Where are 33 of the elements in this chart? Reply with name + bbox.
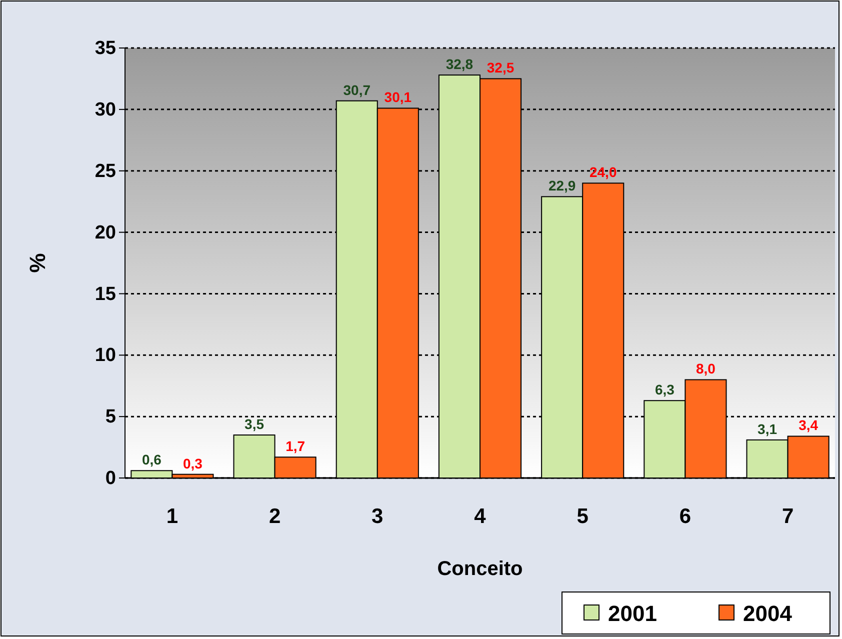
legend-label: 2001 bbox=[608, 601, 657, 626]
y-tick-label: 10 bbox=[94, 345, 116, 366]
data-label: 3,5 bbox=[244, 416, 264, 432]
y-tick-label: 25 bbox=[94, 160, 116, 182]
x-tick-label: 6 bbox=[679, 504, 692, 528]
data-label: 0,3 bbox=[182, 455, 203, 472]
y-tick-label: 15 bbox=[94, 284, 116, 305]
x-axis-title: Conceito bbox=[437, 558, 523, 580]
y-tick-label: 0 bbox=[105, 468, 116, 490]
data-label: 3,4 bbox=[798, 417, 818, 434]
data-label: 1,7 bbox=[286, 438, 306, 454]
data-label: 32,8 bbox=[446, 56, 474, 72]
data-label: 8,0 bbox=[696, 360, 716, 377]
data-label: 32,5 bbox=[486, 60, 514, 76]
x-tick-label: 2 bbox=[268, 504, 281, 528]
data-label: 6,3 bbox=[654, 382, 675, 398]
y-tick-label: 5 bbox=[105, 406, 116, 428]
data-label: 30,7 bbox=[343, 82, 371, 98]
y-axis-title: % bbox=[25, 253, 50, 273]
y-tick-label: 20 bbox=[94, 222, 116, 244]
y-tick-label: 30 bbox=[94, 100, 116, 121]
x-tick-label: 3 bbox=[372, 504, 384, 528]
x-tick-label: 5 bbox=[576, 504, 589, 528]
data-label: 22,9 bbox=[548, 178, 576, 194]
data-label: 24,0 bbox=[589, 164, 617, 180]
data-label: 3,1 bbox=[758, 420, 778, 437]
x-tick-label: 1 bbox=[166, 504, 178, 528]
x-tick-label: 4 bbox=[474, 504, 486, 528]
x-tick-label: 7 bbox=[782, 504, 794, 528]
legend-label: 2004 bbox=[743, 601, 793, 626]
data-label: 30,1 bbox=[384, 89, 412, 106]
y-tick-label: 35 bbox=[94, 38, 116, 60]
data-label: 0,6 bbox=[142, 452, 162, 468]
